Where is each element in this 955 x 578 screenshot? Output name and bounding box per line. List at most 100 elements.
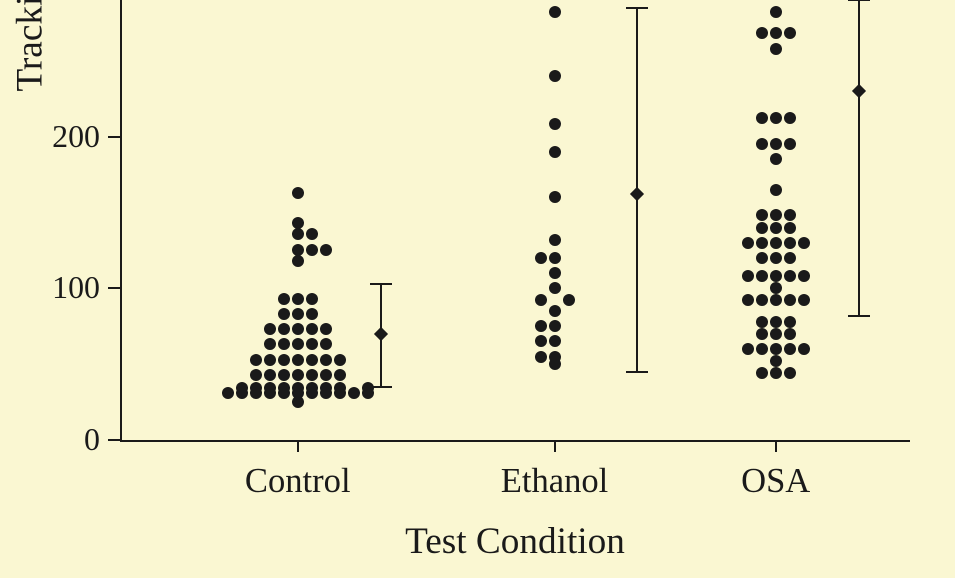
x-axis-title: Test Condition: [405, 520, 625, 563]
data-dot: [320, 354, 332, 366]
errorbar-cap-bottom: [848, 315, 870, 317]
data-dot: [306, 244, 318, 256]
data-dot: [742, 343, 754, 355]
data-dot: [306, 369, 318, 381]
y-tick: [108, 136, 120, 138]
x-axis-line: [120, 440, 910, 442]
x-category-label: OSA: [741, 462, 810, 501]
data-dot: [784, 252, 796, 264]
data-dot: [278, 308, 290, 320]
data-dot: [250, 369, 262, 381]
data-dot: [549, 335, 561, 347]
dotplot-chart: 0100200ControlEthanolOSA Tracking Test C…: [0, 0, 955, 578]
data-dot: [549, 191, 561, 203]
errorbar-cap-top: [626, 7, 648, 9]
data-dot: [348, 387, 360, 399]
data-dot: [798, 270, 810, 282]
data-dot: [306, 354, 318, 366]
data-dot: [292, 293, 304, 305]
data-dot: [320, 244, 332, 256]
data-dot: [770, 367, 782, 379]
errorbar-cap-top: [848, 0, 870, 1]
data-dot: [784, 367, 796, 379]
errorbar-cap-top: [370, 283, 392, 285]
errorbar-mean-marker: [852, 84, 866, 98]
data-dot: [563, 294, 575, 306]
data-dot: [306, 382, 318, 394]
data-dot: [770, 282, 782, 294]
data-dot: [742, 237, 754, 249]
data-dot: [549, 282, 561, 294]
data-dot: [334, 382, 346, 394]
data-dot: [784, 209, 796, 221]
data-dot: [306, 323, 318, 335]
data-dot: [292, 187, 304, 199]
data-dot: [549, 6, 561, 18]
data-dot: [292, 354, 304, 366]
data-dot: [278, 382, 290, 394]
data-dot: [535, 252, 547, 264]
data-dot: [292, 338, 304, 350]
data-dot: [756, 209, 768, 221]
data-dot: [264, 338, 276, 350]
data-dot: [756, 343, 768, 355]
data-dot: [756, 252, 768, 264]
data-dot: [264, 354, 276, 366]
data-dot: [770, 343, 782, 355]
data-dot: [306, 228, 318, 240]
data-dot: [770, 184, 782, 196]
data-dot: [535, 351, 547, 363]
data-dot: [222, 387, 234, 399]
data-dot: [320, 323, 332, 335]
data-dot: [535, 335, 547, 347]
data-dot: [250, 382, 262, 394]
errorbar-mean-marker: [374, 327, 388, 341]
data-dot: [334, 369, 346, 381]
data-dot: [784, 222, 796, 234]
data-dot: [784, 237, 796, 249]
data-dot: [535, 294, 547, 306]
x-category-label: Control: [245, 462, 351, 501]
data-dot: [770, 138, 782, 150]
data-dot: [549, 320, 561, 332]
data-dot: [278, 323, 290, 335]
x-tick: [775, 440, 777, 452]
data-dot: [770, 294, 782, 306]
y-tick: [108, 287, 120, 289]
data-dot: [756, 270, 768, 282]
data-dot: [292, 323, 304, 335]
data-dot: [770, 153, 782, 165]
data-dot: [320, 338, 332, 350]
data-dot: [278, 338, 290, 350]
data-dot: [742, 294, 754, 306]
data-dot: [549, 252, 561, 264]
data-dot: [742, 270, 754, 282]
data-dot: [306, 293, 318, 305]
data-dot: [292, 228, 304, 240]
data-dot: [770, 112, 782, 124]
data-dot: [770, 222, 782, 234]
data-dot: [770, 328, 782, 340]
data-dot: [770, 209, 782, 221]
errorbar-cap-bottom: [626, 371, 648, 373]
data-dot: [278, 369, 290, 381]
data-dot: [549, 234, 561, 246]
data-dot: [292, 382, 304, 394]
y-axis-line: [120, 0, 122, 440]
data-dot: [278, 293, 290, 305]
data-dot: [784, 27, 796, 39]
data-dot: [756, 112, 768, 124]
y-axis-title: Tracking: [9, 0, 52, 92]
data-dot: [784, 316, 796, 328]
data-dot: [549, 351, 561, 363]
errorbar-stem: [858, 0, 860, 316]
data-dot: [784, 270, 796, 282]
errorbar-mean-marker: [630, 187, 644, 201]
data-dot: [756, 222, 768, 234]
data-dot: [798, 294, 810, 306]
data-dot: [770, 252, 782, 264]
errorbar-cap-bottom: [370, 386, 392, 388]
y-tick-label: 200: [52, 119, 100, 155]
data-dot: [756, 316, 768, 328]
data-dot: [320, 369, 332, 381]
